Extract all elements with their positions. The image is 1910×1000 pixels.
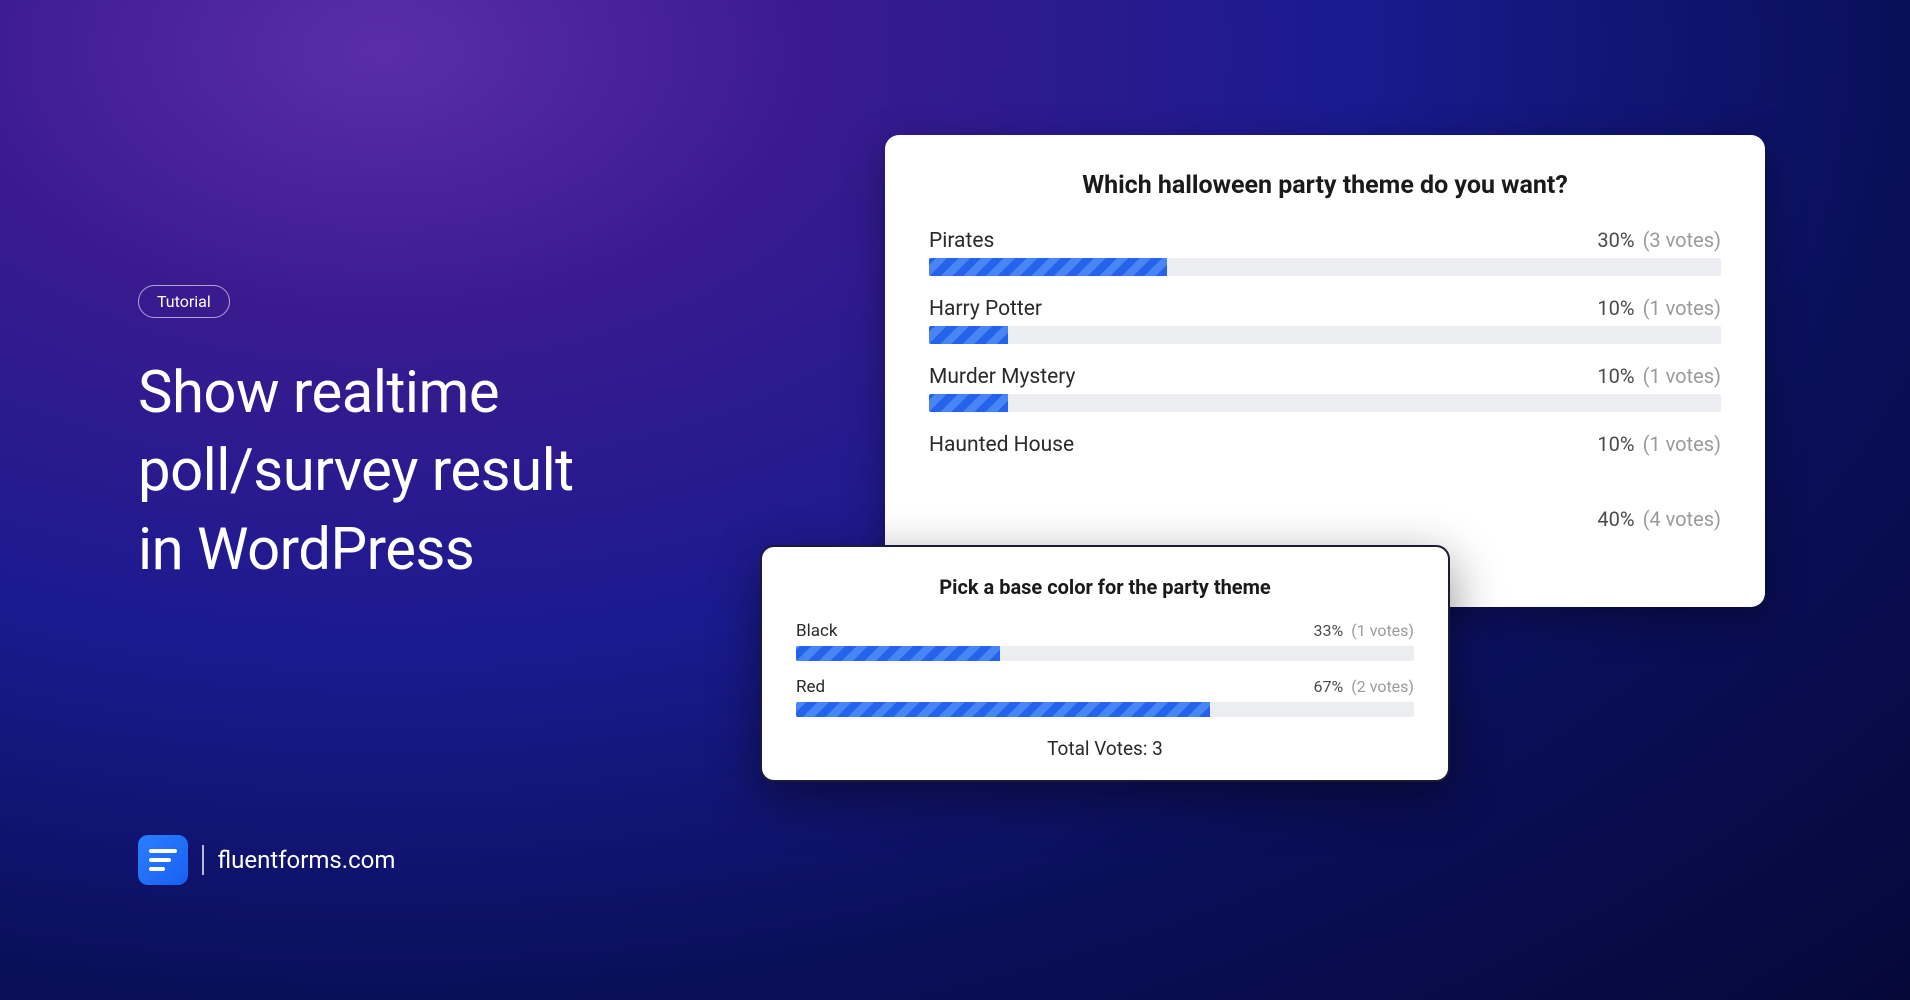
poll-option-stats: 33% (1 votes) [1314,621,1414,640]
poll-option-header: 40% (4 votes) [929,507,1721,531]
progress-track [929,258,1721,276]
progress-fill [929,258,1167,276]
poll-option: Pirates 30% (3 votes) [929,228,1721,276]
poll-option-percent: 10% [1597,364,1634,388]
progress-track [796,702,1414,717]
poll-option-label: Haunted House [929,433,1074,457]
poll-option-percent: 40% [1597,507,1634,531]
total-votes: Total Votes: 3 [796,737,1414,760]
poll-card-small: Pick a base color for the party theme Bl… [760,545,1450,782]
poll-option-stats: 30% (3 votes) [1597,228,1721,252]
poll-option-stats: 10% (1 votes) [1597,432,1721,456]
fluentforms-logo-icon [138,835,188,885]
poll-card-large: Which halloween party theme do you want?… [885,135,1765,607]
progress-fill [796,646,1000,661]
poll-option-votes: (3 votes) [1643,228,1721,252]
progress-fill [929,326,1008,344]
poll-option: Red 67% (2 votes) [796,677,1414,717]
poll-option-label: Harry Potter [929,297,1042,321]
headline-line-1: Show realtime [138,354,574,432]
poll-option-label: Murder Mystery [929,365,1076,389]
poll-option-header: Black 33% (1 votes) [796,621,1414,641]
poll-option: 40% (4 votes) [929,507,1721,531]
poll-option-votes: (1 votes) [1351,621,1414,640]
poll-option-stats: 10% (1 votes) [1597,364,1721,388]
progress-fill [929,394,1008,412]
poll-option-label: Pirates [929,229,994,253]
poll-option-header: Harry Potter 10% (1 votes) [929,296,1721,321]
headline-line-2: poll/survey result [138,432,574,510]
poll-option-votes: (4 votes) [1643,507,1721,531]
poll-option-stats: 10% (1 votes) [1597,296,1721,320]
poll-option-header: Pirates 30% (3 votes) [929,228,1721,253]
headline: Show realtime poll/survey result in Word… [138,354,574,589]
poll-option-percent: 10% [1597,296,1634,320]
poll-option: Haunted House 10% (1 votes) [929,432,1721,457]
poll-option-votes: (1 votes) [1643,432,1721,456]
poll-option: Black 33% (1 votes) [796,621,1414,661]
poll-small-title: Pick a base color for the party theme [796,575,1414,599]
progress-track [929,394,1721,412]
progress-track [796,646,1414,661]
poll-option-percent: 30% [1597,228,1634,252]
left-content: Tutorial Show realtime poll/survey resul… [138,285,574,589]
brand-name: fluentforms.com [218,846,396,874]
poll-option-votes: (1 votes) [1643,364,1721,388]
poll-large-title: Which halloween party theme do you want? [929,171,1721,200]
poll-option: Murder Mystery 10% (1 votes) [929,364,1721,412]
poll-option-percent: 10% [1597,432,1634,456]
poll-option-header: Red 67% (2 votes) [796,677,1414,697]
headline-line-3: in WordPress [138,511,574,589]
poll-option-header: Murder Mystery 10% (1 votes) [929,364,1721,389]
poll-option-stats: 67% (2 votes) [1314,677,1414,696]
poll-option-votes: (2 votes) [1351,677,1414,696]
progress-track [929,326,1721,344]
poll-option-percent: 67% [1314,677,1344,696]
poll-option-votes: (1 votes) [1643,296,1721,320]
poll-option: Harry Potter 10% (1 votes) [929,296,1721,344]
poll-option-header: Haunted House 10% (1 votes) [929,432,1721,457]
poll-option-label: Black [796,621,838,641]
brand-row: fluentforms.com [138,835,395,885]
brand-divider [202,845,204,875]
tutorial-badge: Tutorial [138,285,230,318]
poll-option-percent: 33% [1314,621,1344,640]
progress-fill [796,702,1210,717]
poll-option-stats: 40% (4 votes) [1597,507,1721,531]
poll-option-label: Red [796,677,825,697]
